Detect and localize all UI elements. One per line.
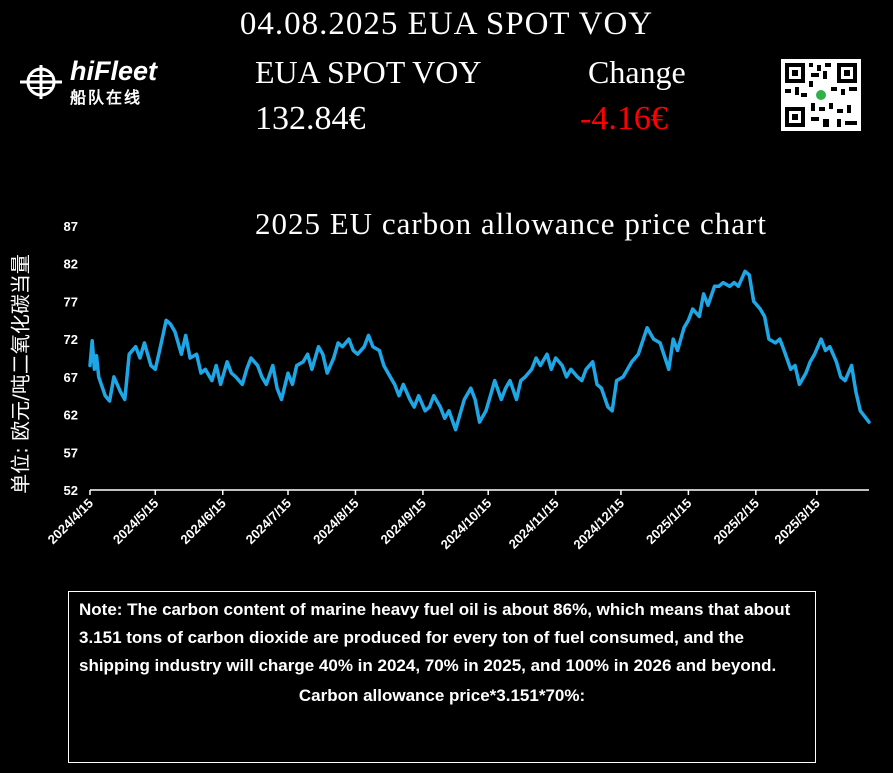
y-tick-label: 87 xyxy=(64,219,78,234)
price-line-chart: 52 57 62 67 72 77 82 87 2024/4/15 2024/5/15 2024/6… xyxy=(45,219,871,553)
x-tick-label: 2024/4/15 xyxy=(45,496,97,548)
y-tick-label: 77 xyxy=(64,294,78,309)
note-formula: Carbon allowance price*3.151*70%: xyxy=(298,686,586,705)
price-series-line xyxy=(88,269,871,432)
qr-code-icon xyxy=(781,59,861,131)
y-tick-label: 62 xyxy=(64,408,78,423)
x-tick-label: 2024/7/15 xyxy=(243,496,295,548)
instrument-label: EUA SPOT VOY xyxy=(255,54,482,90)
y-tick-label: 67 xyxy=(64,370,78,385)
ship-globe-icon xyxy=(20,65,62,99)
change-value: -4.16€ xyxy=(580,100,668,137)
hifleet-logo[interactable]: hiFleet 船队在线 xyxy=(18,56,168,107)
x-tick-label: 2024/5/15 xyxy=(110,496,162,548)
x-tick-label: 2024/10/15 xyxy=(438,496,495,553)
x-tick-label: 2024/9/15 xyxy=(378,496,430,548)
x-tick-label: 2024/12/15 xyxy=(570,496,627,553)
x-tick-label: 2025/1/15 xyxy=(643,496,695,548)
brand-subtitle: 船队在线 xyxy=(70,88,143,107)
brand-name: hiFleet xyxy=(70,56,158,86)
note-text: Note: The carbon content of marine heavy… xyxy=(79,600,791,675)
page-title: 04.08.2025 EUA SPOT VOY xyxy=(239,6,654,42)
y-tick-label: 72 xyxy=(64,332,78,347)
x-tick-label: 2024/8/15 xyxy=(310,496,362,548)
x-tick-label: 2024/11/15 xyxy=(506,496,562,552)
x-tick-label: 2024/6/15 xyxy=(177,496,229,548)
x-tick-label: 2025/2/15 xyxy=(710,496,762,548)
y-tick-label: 52 xyxy=(64,483,78,498)
y-tick-label: 57 xyxy=(64,445,78,460)
y-tick-label: 82 xyxy=(64,257,78,272)
x-tick-label: 2025/3/15 xyxy=(771,496,823,548)
change-label: Change xyxy=(588,54,686,90)
note-box: Note: The carbon content of marine heavy… xyxy=(68,591,816,763)
price-value: 132.84€ xyxy=(255,100,366,137)
chart-title: 2025 EU carbon allowance price chart xyxy=(255,206,767,241)
